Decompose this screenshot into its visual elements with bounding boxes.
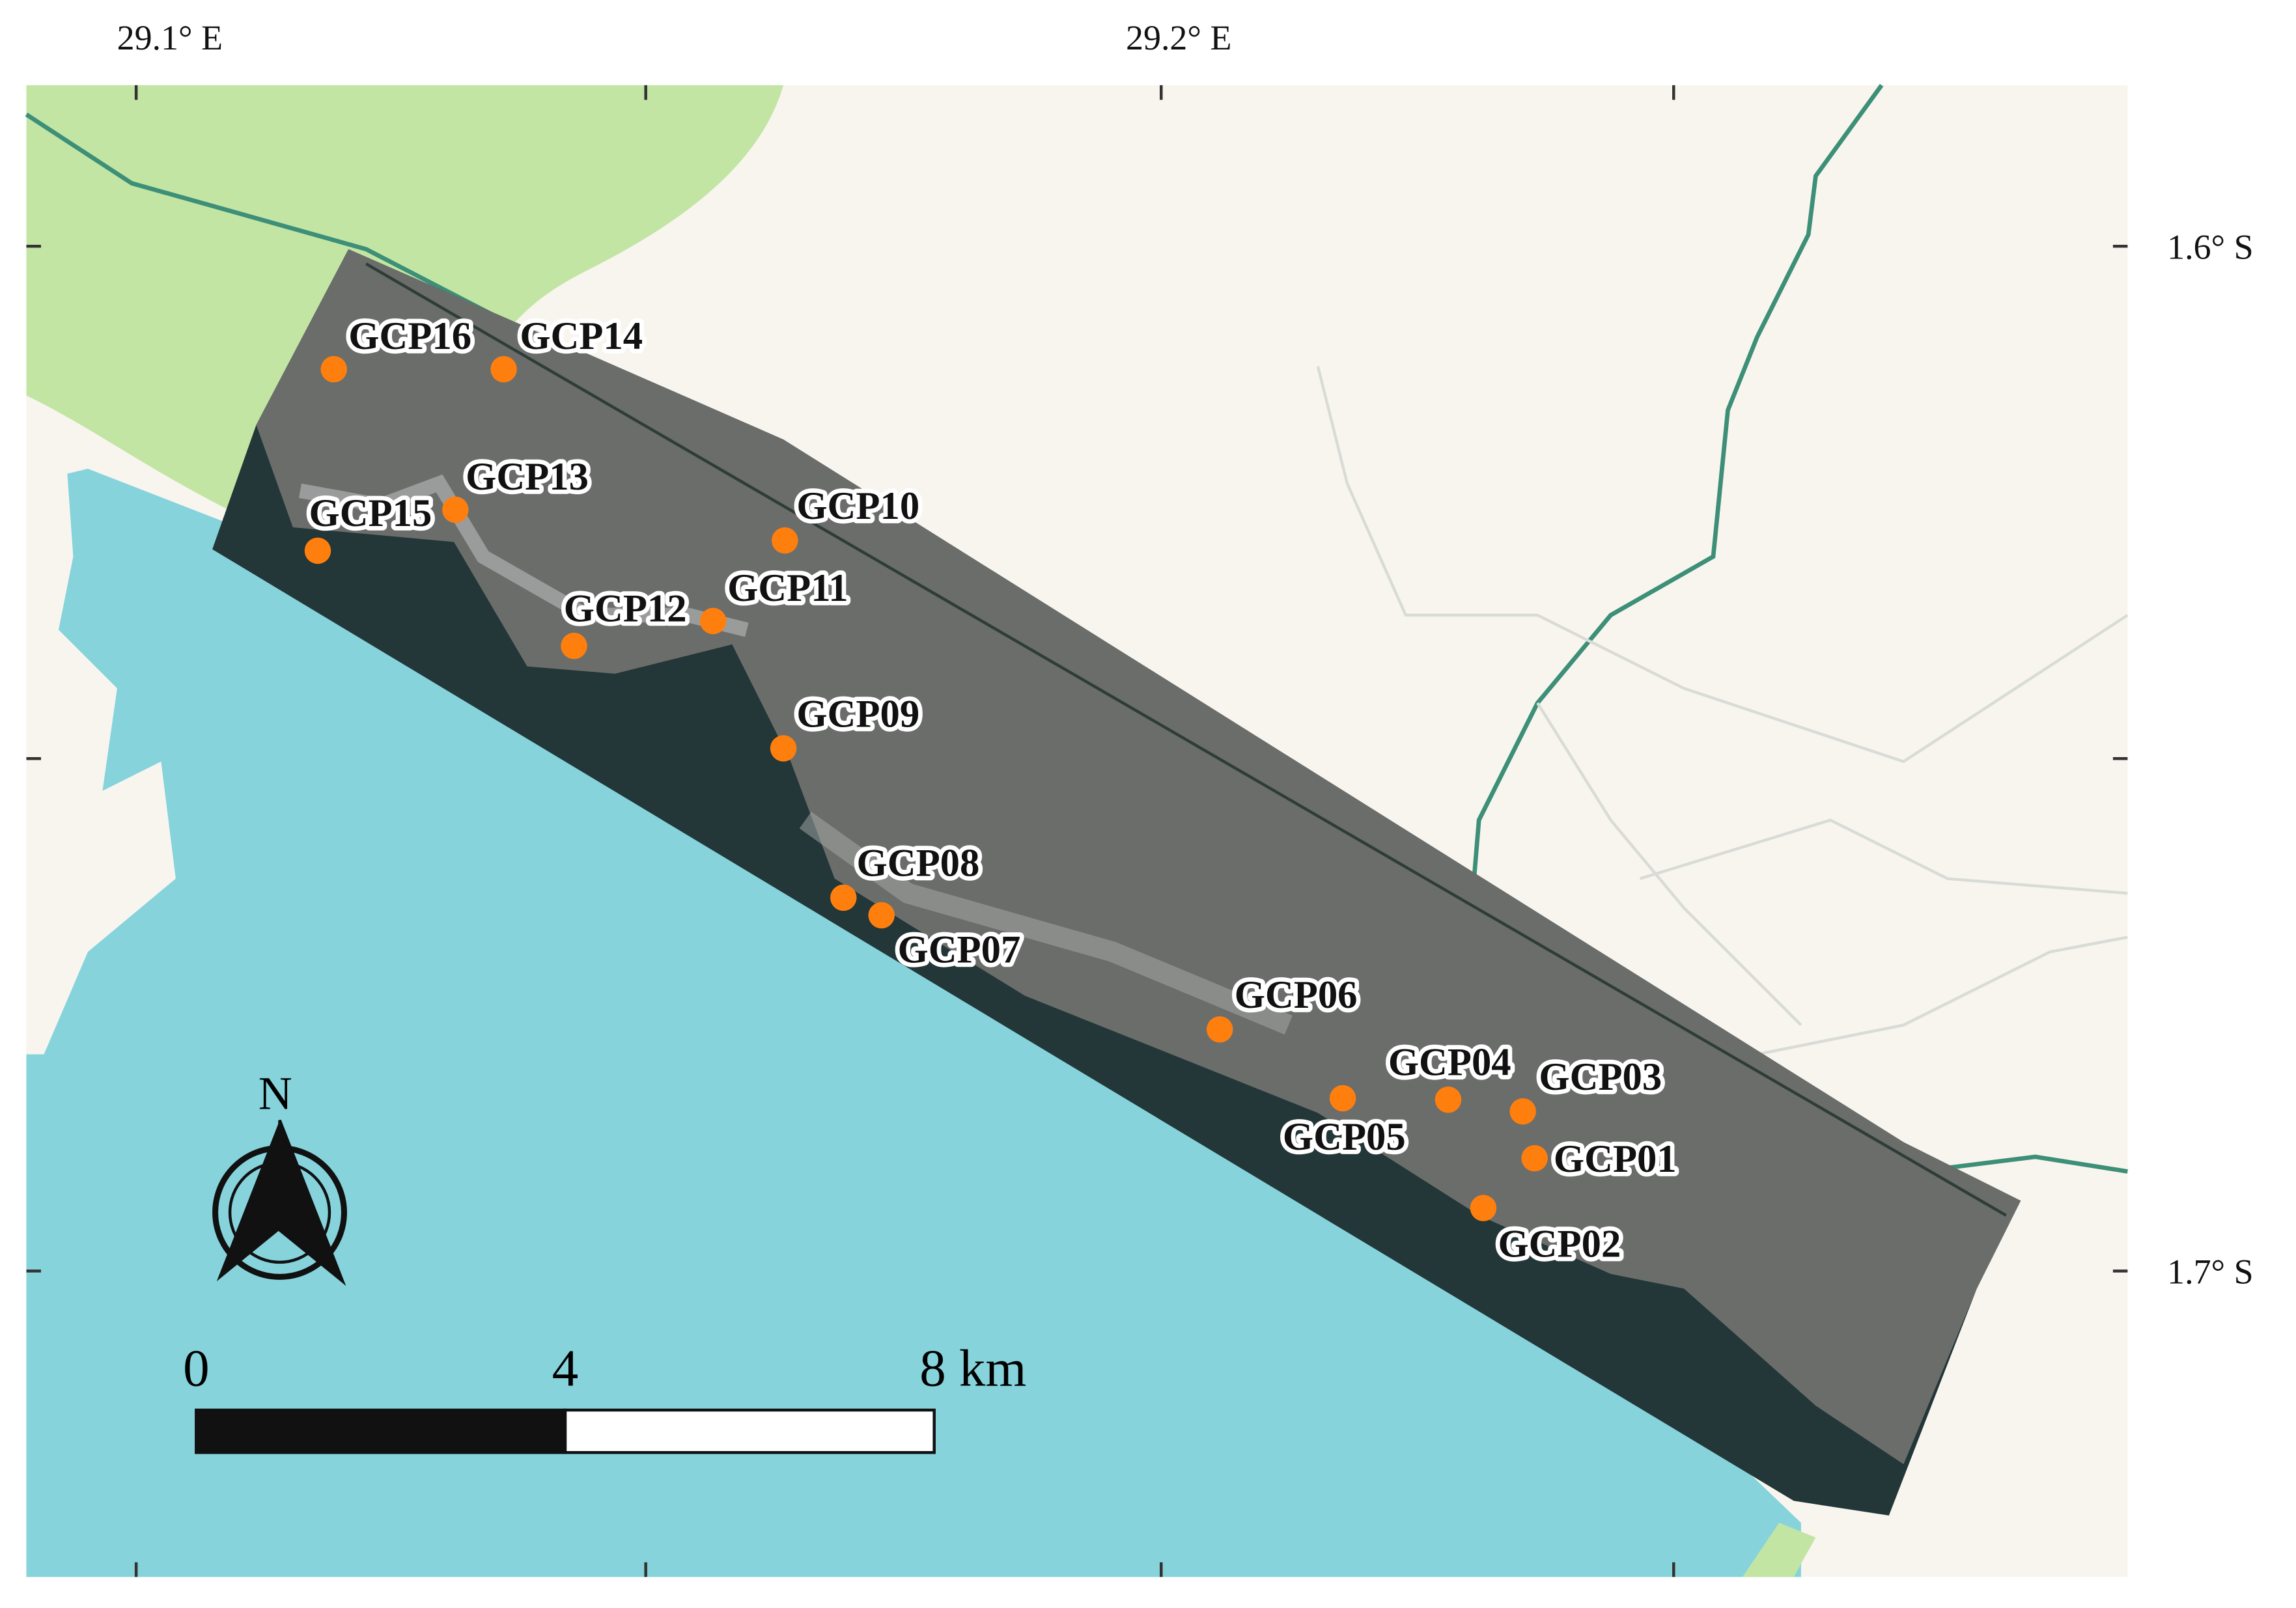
- gcp-label: GCP07: [897, 928, 1020, 971]
- gcp-marker: [1521, 1144, 1548, 1172]
- gcp-marker: [699, 607, 727, 635]
- gcp-marker: [490, 355, 517, 383]
- gcp-label: GCP14: [520, 314, 643, 358]
- imagery-land: [256, 249, 2021, 1465]
- gcp-label: GCP05: [1283, 1115, 1406, 1159]
- gcp-label: GCP08: [857, 842, 980, 885]
- gcp-label: GCP04: [1388, 1040, 1511, 1084]
- longitude-label: 29.1° E: [117, 18, 223, 57]
- scale-label: 8 km: [919, 1338, 1026, 1397]
- gcp-marker: [1470, 1195, 1497, 1221]
- imagery-highlight: [298, 474, 749, 637]
- graticule-ticks: [26, 85, 2128, 1577]
- gcp-marker: [1509, 1098, 1536, 1125]
- scale-bar: 0 4 8 km: [183, 1338, 1026, 1454]
- gcp-marker: [770, 735, 797, 762]
- shore-vegetation: [1742, 1523, 1816, 1577]
- arrow-left: [216, 1120, 280, 1282]
- scale-label: 4: [552, 1338, 578, 1397]
- gcp-marker: [320, 355, 347, 383]
- gcp-marker: [1329, 1085, 1356, 1112]
- streets: [1316, 366, 2129, 1056]
- gcp-label: GCP01: [1554, 1137, 1677, 1181]
- gcp-marker: [1206, 1016, 1233, 1043]
- shore-land: [26, 439, 176, 1055]
- gcp-points: GCP16 GCP14 GCP13 GCP15 GCP10 GCP11 GCP12 GCP09…: [304, 310, 1681, 1270]
- arrow-right: [278, 1119, 346, 1286]
- gcp-label: GCP12: [564, 587, 687, 630]
- gcp-label: GCP16: [348, 314, 471, 358]
- scale-label: 0: [183, 1338, 209, 1397]
- gcp-marker: [442, 496, 469, 523]
- street: [1316, 366, 2129, 764]
- gcp-label: GCP13: [466, 455, 589, 499]
- imagery-road: [365, 262, 2007, 1217]
- north-label: N: [259, 1068, 292, 1120]
- scale-segment: [195, 1408, 567, 1454]
- street: [1757, 936, 2128, 1056]
- gcp-label: GCP02: [1498, 1222, 1621, 1266]
- gcp-marker: [830, 884, 857, 911]
- scale-segment: [563, 1408, 936, 1454]
- gcp-label: GCP09: [796, 692, 919, 736]
- north-arrow: N: [212, 1068, 347, 1286]
- gcp-label: GCP15: [309, 492, 432, 535]
- gcp-marker: [1435, 1087, 1462, 1113]
- gcp-marker: [561, 632, 587, 659]
- gcp-label: GCP10: [796, 484, 919, 528]
- gcp-marker: [304, 537, 331, 564]
- street: [1639, 818, 2128, 895]
- longitude-label: 29.2° E: [1126, 18, 1231, 57]
- map-frame: [25, 83, 2129, 1577]
- gcp-label: GCP03: [1539, 1055, 1662, 1099]
- gcp-label: GCP11: [727, 566, 848, 610]
- latitude-label: 1.6° S: [2167, 227, 2254, 266]
- imagery-highlight: [799, 811, 1293, 1035]
- street: [1536, 702, 1802, 1027]
- latitude-label: 1.7° S: [2167, 1252, 2254, 1291]
- gcp-marker: [772, 527, 798, 554]
- gcp-marker: [868, 902, 895, 929]
- lake: [26, 469, 1801, 1577]
- gcp-label: GCP06: [1235, 973, 1358, 1017]
